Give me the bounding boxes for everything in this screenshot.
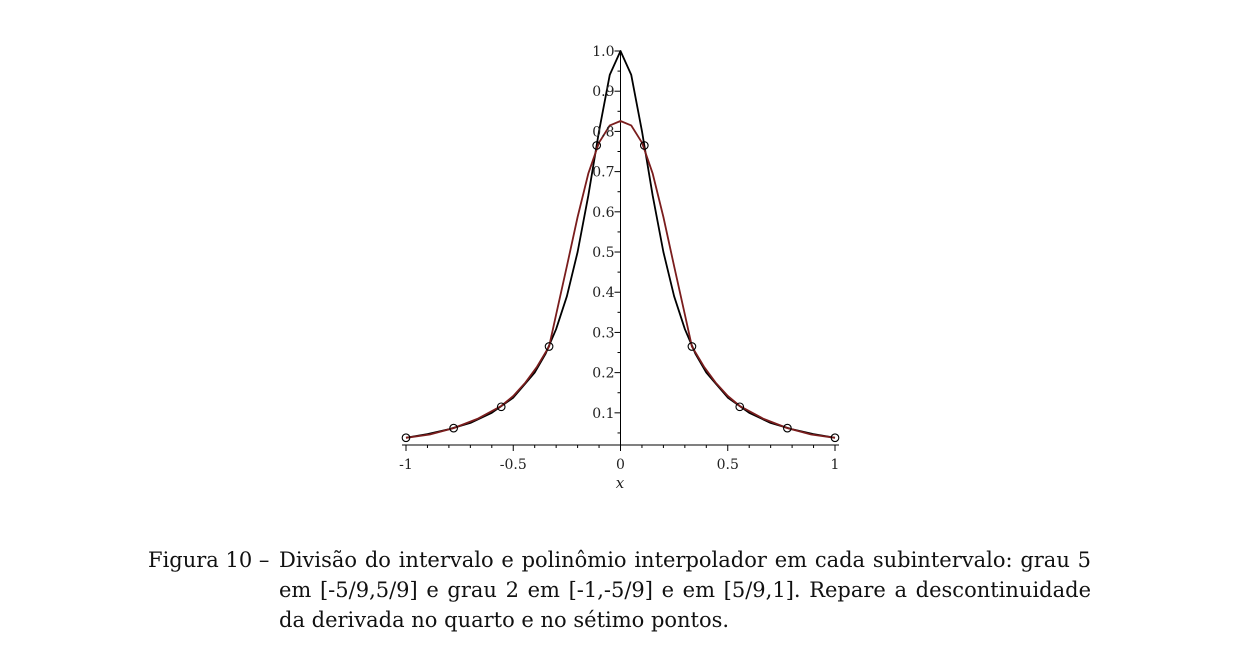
x-tick-label: 0 [616, 457, 625, 473]
y-tick-label: 0.8 [592, 124, 614, 140]
data-point-marker [830, 433, 840, 443]
x-axis-label: x [616, 474, 625, 492]
axes [402, 50, 839, 451]
y-tick-label: 0.5 [592, 245, 614, 261]
x-tick-label: -0.5 [500, 457, 527, 473]
chart: -1 -0.5 0 0.5 1 0.1 0.2 0.3 0.4 0.5 0.6 0.7 0.8 0.9 1.… [399, 44, 840, 492]
data-point-marker [735, 402, 745, 412]
caption-label: Figura 10 – [148, 548, 270, 572]
data-point-marker [544, 342, 554, 351]
x-tick-label: 0.5 [717, 457, 739, 473]
data-point-marker [639, 141, 649, 150]
y-tick-label: 0.9 [592, 84, 614, 100]
y-tick-label: 1.0 [592, 44, 614, 60]
x-tick-label: -1 [399, 457, 413, 473]
y-tick-label: 0.3 [592, 325, 614, 341]
y-tick-label: 0.2 [592, 366, 614, 382]
tick-layer: -1 -0.5 0 0.5 1 0.1 0.2 0.3 0.4 0.5 0.6 0.7 0.8 0.9 1.… [399, 44, 839, 473]
y-tick-label: 0.4 [592, 285, 614, 301]
marker-layer [401, 141, 840, 443]
data-point-marker [496, 402, 506, 412]
series-layer [405, 50, 836, 439]
y-tick-label: 0.1 [592, 406, 614, 422]
data-point-marker [401, 433, 411, 443]
y-tick-label: 0.7 [592, 165, 614, 181]
data-point-marker [592, 141, 602, 150]
data-point-marker [449, 423, 458, 433]
caption-text: Divisão do intervalo e polinômio interpo… [279, 548, 1091, 632]
data-point-marker [783, 423, 792, 433]
x-tick-label: 1 [831, 457, 840, 473]
y-tick-label: 0.6 [592, 205, 614, 221]
data-point-marker [687, 342, 697, 351]
series-line-2 [405, 120, 836, 439]
